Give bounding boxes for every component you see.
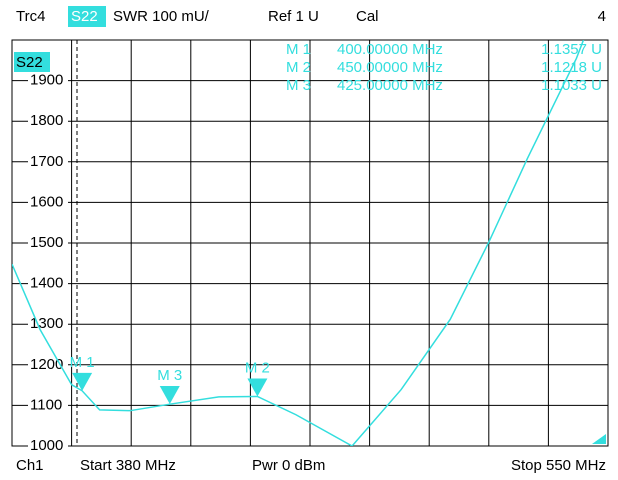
marker-triangle [72,372,93,391]
marker-label: M 1 [70,354,95,371]
legend-label: S22 [16,54,43,71]
marker-triangle [247,378,268,397]
marker-table-name: M 3 [286,77,311,94]
y-tick-label: 1500 [30,234,63,251]
cal-status: Cal [356,8,379,25]
marker-table-value: 1.1357 U [541,41,602,58]
reference: Ref 1 U [268,8,319,25]
trace-name: Trc4 [16,8,45,25]
marker-table-freq: 425.00000 MHz [337,77,443,94]
y-tick-label: 1400 [30,275,63,292]
marker-table-freq: 400.00000 MHz [337,41,443,58]
y-tick-label: 1700 [30,153,63,170]
format: SWR 100 mU/ [113,8,210,25]
y-tick-label: 1800 [30,112,63,129]
plot-area: 1000 1100 1200 1300 1400 1500 1600 1700 1800 1900… [11,39,609,454]
tick-label-bg [28,438,68,454]
y-tick-label: 1900 [30,72,63,89]
overflow-indicator [592,434,606,444]
tick-label-bg [28,397,68,414]
tick-label-bg [28,153,68,170]
start-freq: Start 380 MHz [80,457,176,474]
tick-label-bg [28,72,68,89]
channel: Ch1 [16,457,44,474]
tick-label-bg [28,275,68,292]
y-tick-label: 1100 [30,396,62,413]
param-name: S22 [71,8,98,25]
marker-table-name: M 1 [286,41,311,58]
y-tick-label: 1000 [30,437,63,454]
y-tick-label: 1300 [30,315,63,332]
legend-box [14,52,50,72]
param-highlight [68,6,106,27]
stop-freq: Stop 550 MHz [511,457,606,474]
power: Pwr 0 dBm [252,457,325,474]
y-tick-label: 1200 [30,356,63,373]
marker-table-name: M 2 [286,59,311,76]
tick-label-bg [28,113,68,130]
tick-label-bg [28,235,68,251]
tick-label-bg [28,316,68,333]
marker-table-value: 1.1218 U [541,59,602,76]
trace-number: 4 [598,8,606,25]
y-tick-label: 1600 [30,193,63,210]
marker-table-freq: 450.00000 MHz [337,59,443,76]
marker-table-value: 1.1033 U [541,77,602,94]
marker-triangle [159,386,180,405]
marker-label: M 3 [157,367,182,384]
tick-label-bg [28,194,68,211]
marker-label: M 2 [245,360,270,377]
